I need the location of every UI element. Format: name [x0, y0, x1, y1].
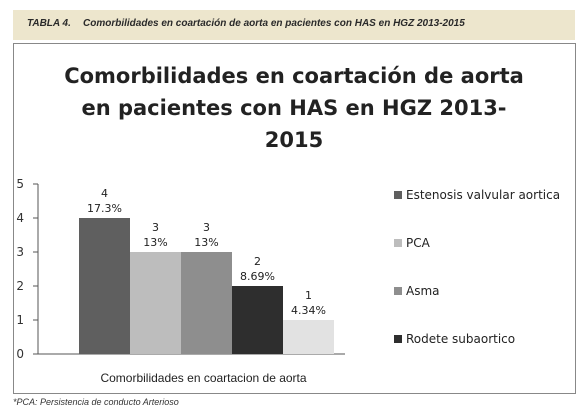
y-tick-label: 4 [16, 211, 24, 225]
y-tick-label: 5 [16, 177, 24, 191]
bar-5 [283, 320, 334, 354]
table-header: TABLA 4. Comorbilidades en coartación de… [13, 10, 575, 40]
data-label-percent: 13% [194, 236, 218, 249]
x-axis-label: Comorbilidades en coartacion de aorta [100, 371, 306, 385]
legend-item: PCA [406, 236, 431, 250]
bar-1 [79, 218, 130, 354]
chart-title-line-2: en pacientes con HAS en HGZ 2013- [81, 96, 507, 120]
data-label-value: 1 [305, 289, 312, 302]
data-label-percent: 8.69% [240, 270, 275, 283]
data-label-value: 2 [254, 255, 261, 268]
legend-swatch [394, 191, 402, 199]
bar-4 [232, 286, 283, 354]
legend-item: Asma [406, 284, 440, 298]
y-tick-label: 1 [16, 313, 24, 327]
legend-swatch [394, 239, 402, 247]
table-number: TABLA 4. [27, 18, 71, 29]
y-tick-label: 2 [16, 279, 24, 293]
chart-title: Comorbilidades en coartación de aorta en… [13, 60, 575, 156]
chart-title-line-1: Comorbilidades en coartación de aorta [64, 64, 524, 88]
bar-2 [130, 252, 181, 354]
data-label-percent: 13% [143, 236, 167, 249]
legend-swatch [394, 287, 402, 295]
legend-item: Estenosis valvular aortica [406, 188, 560, 202]
data-label-percent: 4.34% [291, 304, 326, 317]
footnote: *PCA: Persistencia de conducto Arterioso [13, 397, 179, 407]
data-label-percent: 17.3% [87, 202, 122, 215]
table-caption: Comorbilidades en coartación de aorta en… [83, 18, 465, 29]
data-label-value: 3 [203, 221, 210, 234]
data-label-value: 4 [101, 187, 108, 200]
y-tick-label: 3 [16, 245, 24, 259]
chart-title-line-3: 2015 [264, 128, 324, 152]
bar-3 [181, 252, 232, 354]
legend-swatch [394, 335, 402, 343]
y-tick-label: 0 [16, 347, 24, 361]
legend-item: Rodete subaortico [406, 332, 515, 346]
data-label-value: 3 [152, 221, 159, 234]
